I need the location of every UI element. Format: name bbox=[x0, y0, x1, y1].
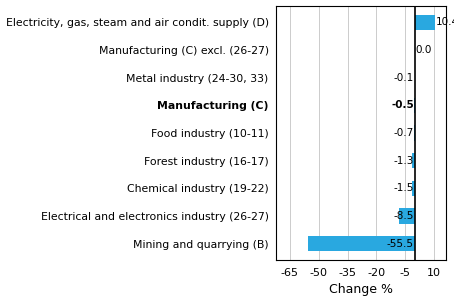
Text: -1.5: -1.5 bbox=[394, 183, 414, 193]
Text: -0.5: -0.5 bbox=[391, 100, 414, 110]
Text: 10.4: 10.4 bbox=[436, 17, 454, 27]
Text: -55.5: -55.5 bbox=[387, 239, 414, 249]
Text: -1.3: -1.3 bbox=[394, 156, 414, 165]
Text: -0.1: -0.1 bbox=[394, 72, 414, 82]
Bar bbox=[399, 208, 415, 223]
Bar bbox=[415, 14, 435, 30]
Text: -0.7: -0.7 bbox=[394, 128, 414, 138]
Bar bbox=[308, 236, 415, 251]
Bar bbox=[414, 125, 415, 140]
Text: -8.5: -8.5 bbox=[394, 211, 414, 221]
Text: 0.0: 0.0 bbox=[416, 45, 432, 55]
X-axis label: Change %: Change % bbox=[329, 284, 393, 297]
Bar bbox=[412, 181, 415, 196]
Bar bbox=[412, 153, 415, 168]
Bar bbox=[414, 98, 415, 113]
